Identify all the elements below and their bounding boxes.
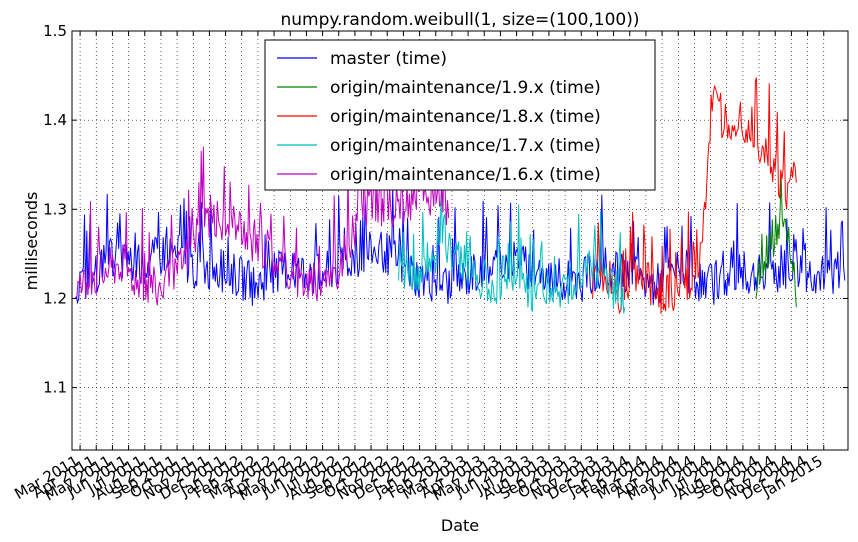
y-axis-ticks: 1.1 1.2 1.3 1.4 1.5 bbox=[43, 22, 848, 397]
x-axis-label: Date bbox=[441, 516, 479, 535]
series-line bbox=[755, 178, 797, 308]
legend-entry: master (time) bbox=[330, 49, 447, 69]
y-tick-label: 1.1 bbox=[43, 379, 67, 397]
legend-entry: origin/maintenance/1.8.x (time) bbox=[330, 107, 601, 127]
y-axis-label: milliseconds bbox=[22, 192, 41, 291]
legend-entry: origin/maintenance/1.9.x (time) bbox=[330, 78, 601, 98]
plot-frame bbox=[71, 30, 849, 451]
legend-box bbox=[264, 39, 656, 191]
series-line bbox=[592, 77, 797, 315]
legend: master (time) origin/maintenance/1.9.x (t… bbox=[264, 39, 656, 191]
y-tick-label: 1.5 bbox=[43, 22, 67, 40]
series-line bbox=[74, 187, 846, 306]
legend-entry: origin/maintenance/1.6.x (time) bbox=[330, 165, 601, 185]
chart-title: numpy.random.weibull(1, size=(100,100)) bbox=[280, 10, 639, 30]
legend-entry: origin/maintenance/1.7.x (time) bbox=[330, 136, 601, 156]
y-tick-label: 1.3 bbox=[43, 200, 67, 218]
y-tick-label: 1.2 bbox=[43, 289, 67, 307]
y-tick-label: 1.4 bbox=[43, 111, 67, 129]
series-line bbox=[398, 183, 626, 314]
